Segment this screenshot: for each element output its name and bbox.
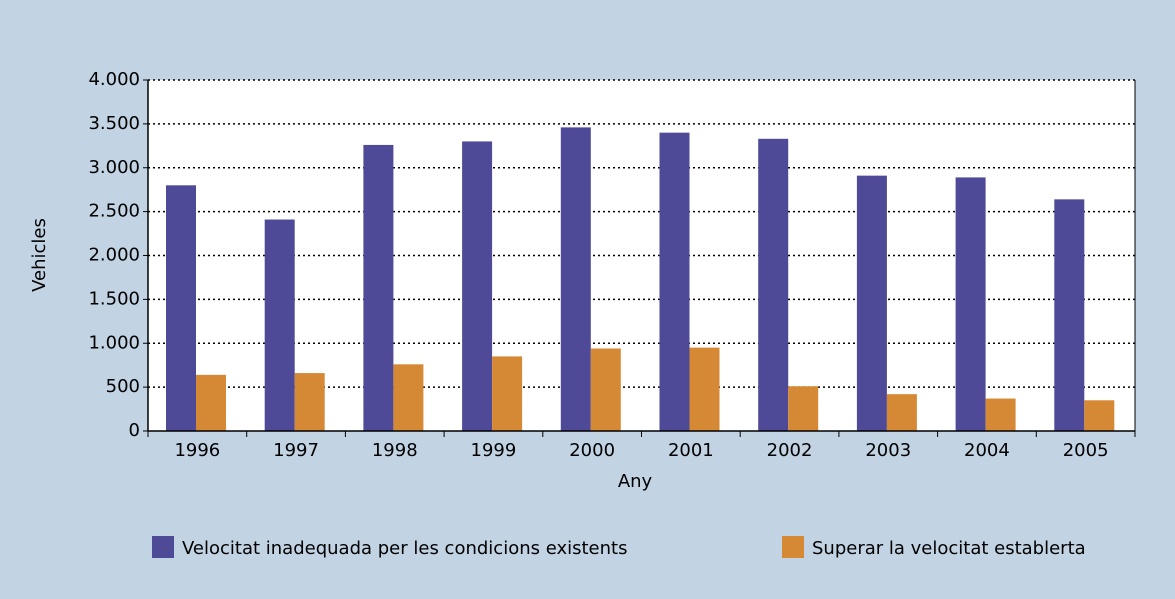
x-tick-label: 2004 [964,440,1010,461]
y-tick-label: 3.000 [88,157,140,178]
bar [886,394,917,431]
legend-label: Velocitat inadequada per les condicions … [182,538,627,559]
x-tick-label: 1996 [174,440,220,461]
y-tick-label: 1.500 [88,288,140,309]
legend-swatch [152,536,174,558]
bar [492,356,523,431]
bar [560,127,591,431]
bar [462,141,493,432]
bar [294,373,325,431]
bar [659,132,690,431]
bar [788,386,819,431]
y-tick-label: 0 [129,420,140,441]
bar [264,219,295,431]
x-tick-label: 2002 [767,440,813,461]
bar [1054,199,1085,431]
bar [1084,400,1115,431]
x-tick-label: 2003 [865,440,911,461]
x-tick-label: 1997 [273,440,319,461]
y-tick-label: 3.500 [88,113,140,134]
bar [363,144,394,431]
bar [590,348,621,431]
bar [393,364,424,431]
bar [689,347,720,431]
y-tick-label: 1.000 [88,332,140,353]
bar [758,138,789,432]
bar [856,175,887,431]
x-axis-label: Any [618,471,653,492]
x-tick-label: 2000 [569,440,615,461]
bar [985,398,1016,431]
y-tick-label: 4.000 [88,69,140,90]
legend-swatch [782,536,804,558]
y-tick-label: 500 [106,376,140,397]
y-tick-label: 2.500 [88,201,140,222]
x-tick-label: 2005 [1063,440,1109,461]
legend-label: Superar la velocitat establerta [812,538,1086,559]
x-tick-label: 2001 [668,440,714,461]
y-axis-label: Vehicles [29,218,50,292]
x-tick-label: 1998 [372,440,418,461]
y-tick-label: 2.000 [88,245,140,266]
x-tick-label: 1999 [471,440,517,461]
bar [166,185,196,431]
bar [196,374,226,431]
bar [955,177,986,431]
